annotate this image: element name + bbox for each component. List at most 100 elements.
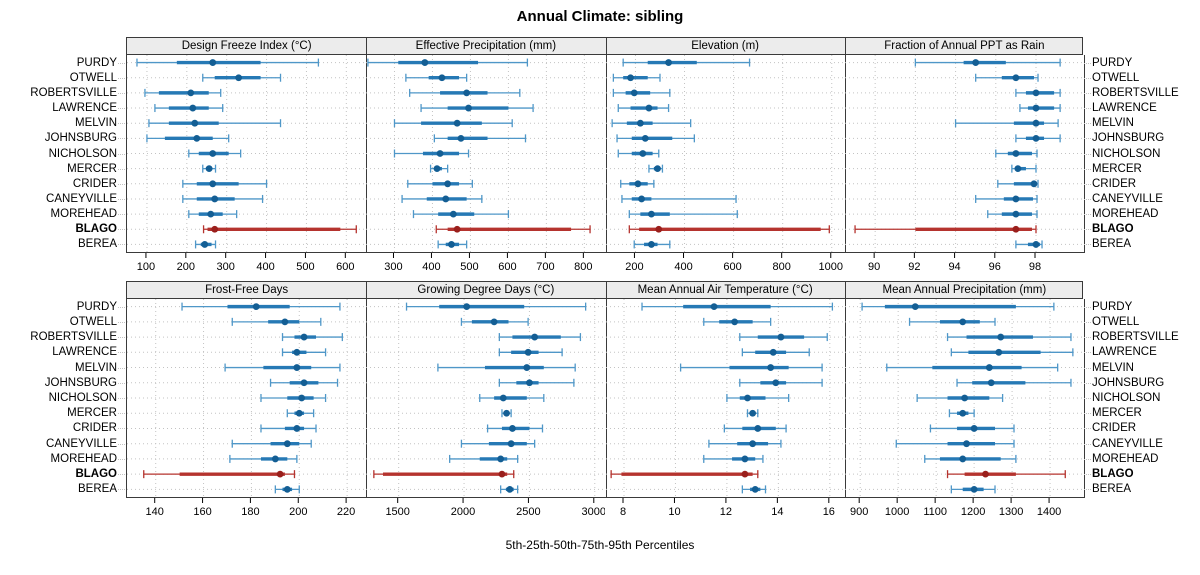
x-axis-tick-label: 1200 [961, 506, 985, 518]
site-label-right-robertsville: ROBERTSVILLE [1092, 331, 1179, 344]
median-dot [211, 195, 219, 203]
x-axis-tick-label: 600 [498, 261, 516, 273]
x-axis-tick-label: 500 [296, 261, 314, 273]
median-dot [743, 394, 751, 402]
interval-elevation-johnsburg [615, 134, 695, 143]
median-dot [523, 364, 531, 371]
x-axis-tick-label: 96 [988, 261, 1000, 273]
interval-mean-annual-air-temperature-otwell [702, 317, 771, 326]
median-dot [526, 379, 534, 387]
panel-plot-row [126, 299, 1085, 498]
interval-frost-free-days-johnsburg [269, 378, 339, 387]
median-dot [748, 409, 756, 417]
axis-stub [118, 413, 125, 415]
site-label-right-morehead: MOREHEAD [1092, 208, 1159, 221]
median-dot [959, 409, 966, 417]
x-axis-tick-label: 300 [217, 261, 235, 273]
site-label-left-caneyville: CANEYVILLE [46, 437, 117, 450]
median-dot [207, 210, 215, 218]
interval-mean-annual-air-temperature-johnsburg [738, 378, 823, 387]
median-dot [959, 318, 966, 326]
median-dot [503, 409, 511, 417]
interval-fraction-annual-ppt-as-rain-nicholson [994, 149, 1038, 158]
site-label-left-blago: BLAGO [75, 223, 117, 236]
interval-design-freeze-index-otwell [202, 73, 282, 82]
median-dot [771, 379, 779, 387]
interval-mean-annual-precipitation-nicholson [916, 394, 1004, 402]
median-dot [641, 134, 649, 142]
interval-growing-degree-days-blago [373, 470, 515, 479]
median-dot [1032, 104, 1040, 112]
median-dot [436, 150, 444, 157]
axis-stub [1084, 108, 1091, 110]
interval-mean-annual-air-temperature-mercer [746, 409, 758, 418]
median-dot [271, 455, 279, 463]
x-axis-tick-label: 1100 [923, 506, 947, 518]
site-label-right-otwell: OTWELL [1092, 315, 1140, 328]
interval-design-freeze-index-lawrence [154, 104, 224, 113]
panel-plot-mean-annual-air-temperature [605, 299, 845, 497]
panel-plot-elevation [605, 55, 845, 252]
panel-title-effective-precipitation: Effective Precipitation (mm) [415, 40, 557, 52]
axis-stub [1084, 77, 1091, 79]
site-label-right-blago: BLAGO [1092, 468, 1134, 481]
median-dot [205, 165, 213, 173]
interval-frost-free-days-nicholson [260, 394, 327, 402]
panel-title-fraction-annual-ppt-as-rain: Fraction of Annual PPT as Rain [884, 40, 1045, 52]
axis-stub [1084, 337, 1091, 339]
site-label-left-nicholson: NICHOLSON [48, 147, 117, 160]
panel-header-row: Frost-Free Days Growing Degree Days (°C) M… [126, 281, 1083, 299]
interval-mean-annual-air-temperature-berea [741, 485, 766, 494]
site-label-right-melvin: MELVIN [1092, 117, 1134, 130]
median-dot [637, 195, 645, 203]
x-axis-tick-label: 1500 [386, 506, 410, 518]
interval-elevation-mercer [647, 164, 663, 173]
median-dot [630, 89, 638, 97]
median-dot [647, 210, 655, 218]
interval-mean-annual-precipitation-melvin [885, 363, 1059, 372]
median-dot [438, 74, 446, 82]
panel-plot-design-freeze-index [127, 55, 367, 252]
x-axis-tick-label: 300 [385, 261, 403, 273]
site-label-right-nicholson: NICHOLSON [1092, 147, 1161, 160]
interval-mean-annual-air-temperature-crider [723, 424, 787, 433]
x-axis-tick-label: 90 [868, 261, 880, 273]
median-dot [970, 485, 978, 493]
interval-elevation-caneyville [620, 194, 737, 203]
interval-growing-degree-days-robertsville [498, 333, 582, 342]
axis-stub [1084, 198, 1091, 200]
x-axis-tick-label: 8 [619, 506, 625, 518]
axis-stub [118, 198, 125, 200]
site-label-right-johnsburg: JOHNSBURG [1092, 132, 1165, 145]
axis-stub [1084, 413, 1091, 415]
interval-growing-degree-days-crider [487, 424, 544, 433]
axis-stub [1084, 382, 1091, 384]
interval-effective-precipitation-melvin [394, 119, 514, 128]
x-axis-tick-label: 180 [241, 506, 259, 518]
median-dot [209, 59, 217, 66]
x-axis-tick-label: 200 [289, 506, 307, 518]
site-label-right-mercer: MERCER [1092, 407, 1142, 420]
interval-effective-precipitation-otwell [405, 73, 468, 82]
interval-effective-precipitation-nicholson [394, 149, 470, 158]
x-axis-tick-label: 140 [146, 506, 164, 518]
site-label-left-caneyville: CANEYVILLE [46, 192, 117, 205]
panel-header-row: Design Freeze Index (°C) Effective Precip… [126, 37, 1083, 55]
median-dot [448, 241, 456, 248]
axis-stub [1084, 458, 1091, 460]
site-label-left-blago: BLAGO [75, 468, 117, 481]
interval-growing-degree-days-otwell [461, 317, 530, 326]
interval-elevation-morehead [628, 210, 738, 219]
interval-effective-precipitation-lawrence [420, 104, 534, 113]
interval-growing-degree-days-purdy [406, 302, 587, 311]
median-dot [1032, 89, 1040, 97]
median-dot [769, 348, 777, 356]
site-label-left-melvin: MELVIN [75, 117, 117, 130]
site-label-right-berea: BEREA [1092, 483, 1131, 496]
axis-stub [118, 367, 125, 369]
axis-stub [118, 428, 125, 430]
interval-frost-free-days-mercer [286, 409, 315, 418]
interval-effective-precipitation-caneyville [401, 194, 483, 203]
median-dot [293, 425, 301, 432]
axis-stub [118, 321, 125, 323]
